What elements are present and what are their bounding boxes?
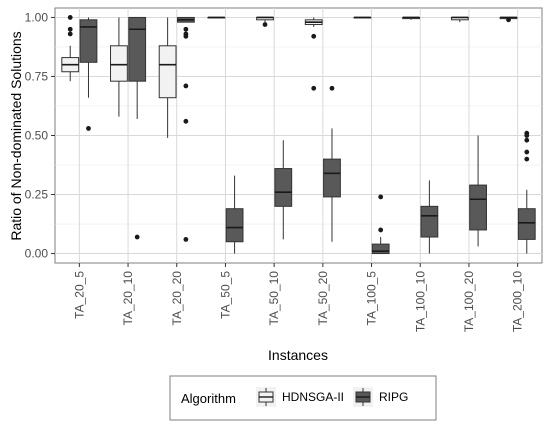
box [517,208,536,240]
box-RIPG-TA_20_20 [176,16,195,242]
box [274,168,293,207]
outlier-point [329,85,335,91]
outlier-point [86,126,91,131]
legend-key-RIPG: RIPG [353,387,408,407]
box [323,158,341,198]
x-tick-label: TA_100_20 [462,271,476,332]
outlier-point [67,31,73,37]
box-HDNSGA-II-TA_50_5 [207,16,226,19]
box [225,208,244,243]
x-tick-label: TA_20_10 [121,271,135,326]
legend-title: Algorithm [181,391,236,406]
x-tick-label: TA_100_10 [413,271,427,332]
box-HDNSGA-II-TA_20_10 [110,17,128,117]
x-tick-label: TA_20_5 [72,271,86,319]
box-HDNSGA-II-TA_100_10 [402,16,421,20]
box-HDNSGA-II-TA_50_20 [304,17,323,91]
legend-key-HDNSGA-II: HDNSGA-II [256,387,344,407]
box-RIPG-TA_100_5 [371,194,390,255]
outlier-point [524,156,530,162]
legend-label: HDNSGA-II [282,390,344,404]
box [158,45,177,99]
box-marks [61,15,536,255]
box-RIPG-TA_20_5 [79,17,98,131]
y-tick-label: 0.50 [25,129,49,143]
x-tick-label: TA_50_20 [316,271,330,326]
box-HDNSGA-II-TA_20_5 [61,15,80,82]
box-RIPG-TA_200_10 [517,130,536,254]
outlier-point [134,234,140,240]
y-tick-label: 1.00 [25,10,49,24]
outlier-point [183,118,189,124]
outlier-point [378,194,384,200]
box-RIPG-TA_50_10 [274,140,293,240]
outlier-point [183,33,189,39]
outlier-point [311,85,317,91]
legend-frame [169,375,437,421]
box-HDNSGA-II-TA_100_5 [353,16,372,19]
x-tick-label: TA_200_10 [511,271,525,332]
box-RIPG-TA_50_5 [225,175,244,254]
x-tick-label: TA_100_5 [365,271,379,326]
outlier-point [506,17,511,23]
outlier-point [524,149,530,155]
outlier-point [524,137,530,143]
box-RIPG-TA_100_10 [420,180,439,254]
legend-keys: HDNSGA-II RIPG [256,387,408,407]
box [420,205,439,238]
legend: Algorithm HDNSGA-II RIPG [169,375,437,421]
box-RIPG-TA_100_20 [469,135,487,247]
y-axis-ticks: 0.00 0.25 0.50 0.75 1.00 [25,10,55,261]
box [128,16,147,82]
box [79,19,98,63]
box [371,243,390,255]
outlier-point [311,33,317,39]
box-HDNSGA-II-TA_100_20 [450,16,469,23]
y-axis-title: Ratio of Non-dominated Solutions [8,31,24,240]
outlier-point [524,130,530,136]
box-HDNSGA-II-TA_50_10 [256,16,274,27]
y-tick-label: 0.25 [25,188,49,202]
legend-label: RIPG [379,390,408,404]
outlier-point [378,227,384,233]
box-RIPG-TA_20_10 [128,16,147,240]
box-RIPG-TA_50_20 [323,85,341,242]
x-tick-label: TA_50_10 [267,271,281,326]
outlier-point [262,22,268,27]
box [469,184,487,231]
x-tick-label: TA_50_5 [218,271,232,319]
x-axis-ticks: TA_20_5 TA_20_10 TA_20_20 TA_50_5 TA_50_10 TA… [72,263,525,332]
x-tick-label: TA_20_20 [170,271,184,326]
box-HDNSGA-II-TA_20_20 [158,17,177,138]
y-tick-label: 0.00 [25,247,49,261]
box-HDNSGA-II-TA_200_10 [499,16,518,23]
x-axis-title: Instances [268,347,328,363]
outlier-point [183,236,189,242]
box [110,45,128,82]
outlier-point [183,83,189,89]
outlier-point [67,26,73,32]
outlier-point [183,26,189,32]
outlier-point [67,15,73,20]
y-tick-label: 0.75 [25,69,49,83]
